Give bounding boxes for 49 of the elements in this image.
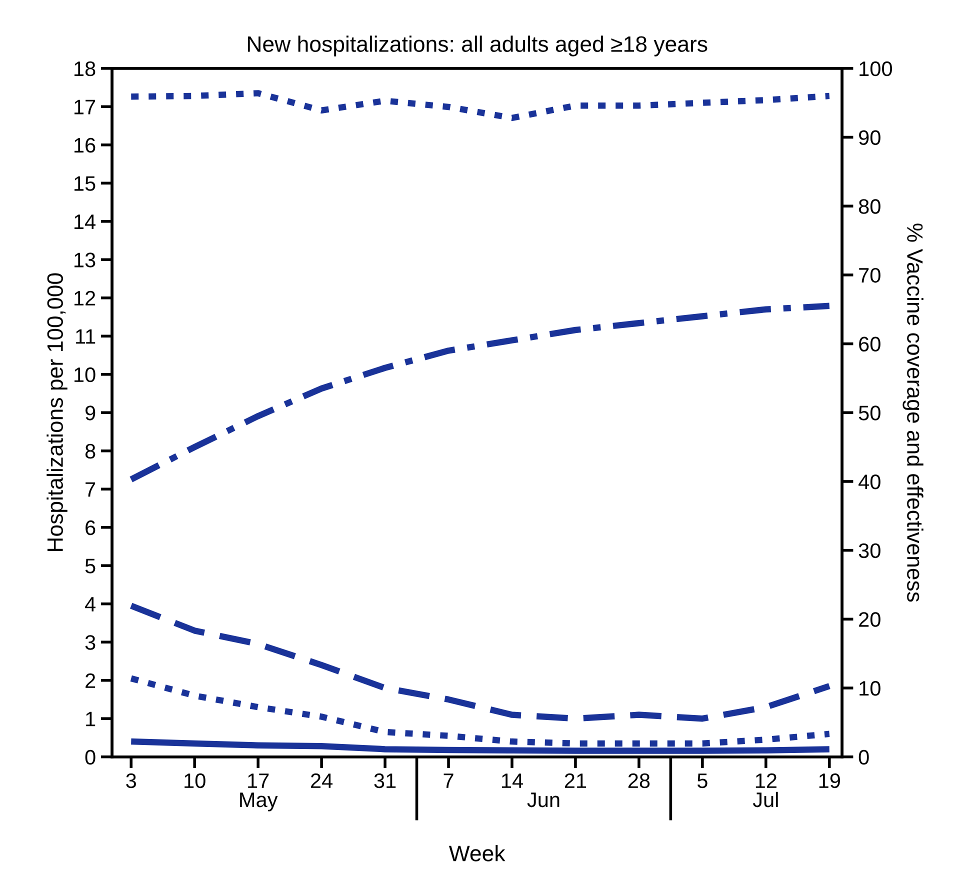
y2-tick-label: 80 (858, 199, 880, 214)
y-tick-label: 18 (74, 61, 96, 76)
x-tick-label: 3 (126, 773, 136, 788)
y-tick-label: 11 (76, 329, 96, 344)
y-axis-title: Hospitalizations per 100,000 (46, 273, 68, 552)
y-tick-label: 15 (74, 176, 96, 191)
y-tick-label: 4 (85, 597, 96, 612)
y-tick-label: 3 (85, 635, 96, 650)
x-tick-label: 12 (756, 773, 776, 788)
y-tick-label: 13 (74, 252, 96, 268)
x-tick-label: 28 (628, 773, 650, 788)
y-tick-label: 16 (74, 138, 96, 153)
x-tick-label: 24 (311, 773, 333, 788)
x-tick-label: 10 (184, 773, 206, 788)
x-tick-label: 7 (444, 774, 454, 788)
y-tick-label: 0 (85, 750, 96, 765)
y-tick-label: 17 (74, 100, 96, 114)
y2-tick-label: 40 (858, 474, 880, 490)
y2-tick-label: 0 (858, 750, 869, 765)
x-tick-label: 31 (374, 773, 396, 788)
text: Jul (752, 792, 778, 808)
y2-tick-label: 30 (858, 543, 880, 558)
y-tick-label: 8 (85, 444, 96, 459)
y2-tick-label: 10 (860, 681, 880, 696)
y-tick-label: 6 (86, 520, 96, 536)
y2-tick-label: 70 (859, 268, 880, 283)
x-tick-label: 19 (819, 773, 840, 788)
y2-tick-label: 50 (858, 406, 880, 420)
y-tick-label: 1 (86, 712, 96, 726)
x-tick-label: 14 (502, 774, 523, 788)
x-axis-title: Week (448, 845, 506, 862)
y2-axis-title: % Vaccine coverage and effectiveness (902, 224, 924, 602)
y2-tick-label: 100 (860, 61, 892, 76)
y-tick-label: 12 (74, 290, 96, 306)
y-tick-label: 9 (86, 406, 96, 420)
y-tick-label: 14 (74, 214, 96, 229)
x-tick-label: 5 (697, 774, 708, 788)
chart-title: New hospitalizations: all adults aged ≥18 years (248, 36, 708, 56)
y2-tick-label: 20 (859, 612, 880, 627)
y-tick-label: 5 (85, 558, 96, 574)
text: May (240, 792, 278, 812)
y2-tick-label: 60 (859, 336, 880, 352)
y-tick-label: 7 (86, 482, 96, 497)
y2-tick-label: 90 (859, 130, 880, 146)
y-tick-label: 10 (74, 367, 96, 382)
x-tick-label: 21 (564, 773, 586, 788)
y-tick-label: 2 (86, 673, 96, 688)
text: Jun (527, 792, 560, 808)
x-tick-label: 17 (248, 774, 269, 788)
